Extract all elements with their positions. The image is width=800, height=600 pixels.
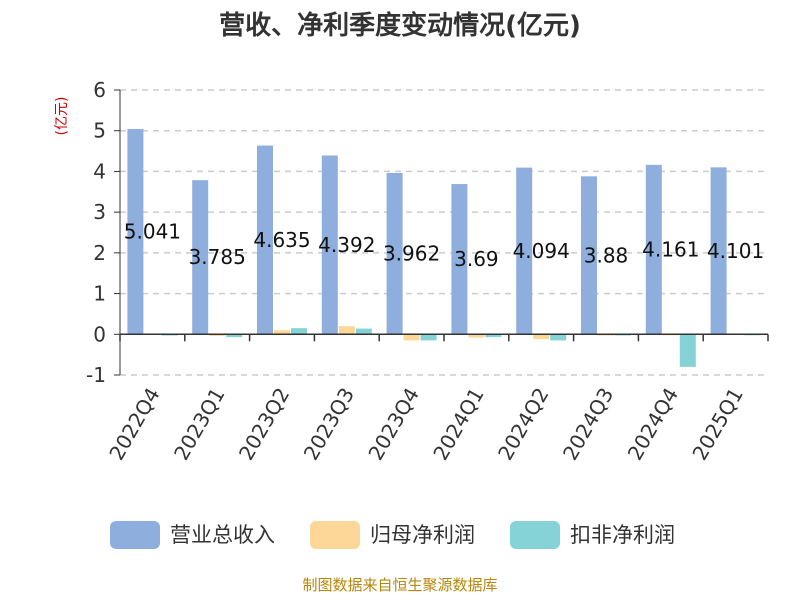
y-tick-label: 1 (93, 282, 106, 306)
x-tick-label: 2024Q4 (623, 384, 683, 465)
bar-0-0 (127, 129, 144, 335)
legend-swatch (110, 521, 160, 549)
data-label: 4.161 (642, 238, 699, 262)
bar-0-6 (516, 167, 533, 335)
data-label: 4.635 (253, 228, 310, 252)
y-tick-label: -1 (86, 363, 106, 387)
y-tick-label: 0 (93, 322, 106, 346)
bar-1-6 (533, 334, 550, 340)
x-tick-label: 2024Q1 (428, 384, 488, 465)
legend-swatch (310, 521, 360, 549)
bar-0-8 (645, 164, 662, 335)
y-tick-label: 3 (93, 200, 106, 224)
source-note: 制图数据来自恒生聚源数据库 (302, 576, 497, 594)
bar-1-1 (209, 334, 226, 336)
data-label: 4.392 (318, 233, 375, 257)
legend-label: 营业总收入 (170, 523, 275, 547)
data-label: 3.785 (189, 245, 246, 269)
bar-2-1 (226, 334, 243, 338)
data-label: 4.101 (707, 239, 764, 263)
x-tick-label: 2022Q4 (104, 384, 164, 465)
x-tick-label: 2023Q4 (363, 384, 423, 465)
data-label: 3.88 (584, 243, 629, 267)
bar-0-2 (257, 145, 273, 335)
chart-title: 营收、净利季度变动情况(亿元) (219, 10, 581, 41)
legend: 营业总收入 归母净利润 扣非净利润 (110, 521, 675, 549)
y-tick-label: 6 (93, 78, 106, 102)
bar-1-2 (274, 330, 290, 335)
legend-label: 归母净利润 (370, 523, 475, 547)
bar-2-6 (550, 334, 567, 341)
gridlines (120, 89, 768, 376)
data-label: 3.69 (454, 247, 499, 271)
bar-2-2 (291, 328, 307, 335)
data-label: 3.962 (383, 242, 440, 266)
x-tick-label: 2024Q3 (558, 384, 618, 465)
bar-0-3 (321, 155, 338, 335)
bar-0-1 (192, 180, 209, 335)
bar-2-3 (355, 328, 372, 335)
bar-2-8 (679, 334, 696, 367)
bar-1-5 (468, 334, 485, 338)
legend-swatch (510, 521, 560, 549)
bar-0-9 (710, 167, 727, 335)
y-tick-label: 5 (93, 119, 106, 143)
x-tick-label: 2023Q3 (299, 384, 359, 465)
x-tick-label: 2023Q2 (234, 384, 294, 465)
data-label: 5.041 (124, 220, 181, 244)
bar-1-4 (403, 334, 420, 341)
x-tick-label: 2024Q2 (493, 384, 553, 465)
bar-0-4 (386, 172, 403, 335)
x-tick-labels: 2022Q4 2023Q1 2023Q2 2023Q3 2023Q4 2024Q1 2024… (104, 384, 748, 465)
bar-1-3 (338, 326, 355, 335)
x-tick-label: 2023Q1 (169, 384, 229, 465)
bar-0-5 (451, 184, 468, 335)
data-labels: 5.041 3.785 4.635 4.392 3.962 3.69 4.094 3.88 4.… (124, 220, 764, 272)
bars (127, 129, 761, 367)
y-tick-label: 2 (93, 241, 106, 265)
bar-2-4 (420, 334, 437, 341)
x-axis (119, 333, 769, 342)
bar-0-7 (581, 176, 597, 335)
y-tick-labels: -1 0 1 2 3 4 5 6 (86, 78, 121, 387)
x-tick-label: 2025Q1 (687, 384, 747, 465)
bar-2-5 (485, 334, 502, 338)
legend-label: 扣非净利润 (570, 523, 675, 547)
y-axis-label: (亿元) (54, 97, 70, 136)
y-tick-label: 4 (93, 159, 106, 183)
data-label: 4.094 (513, 239, 570, 263)
